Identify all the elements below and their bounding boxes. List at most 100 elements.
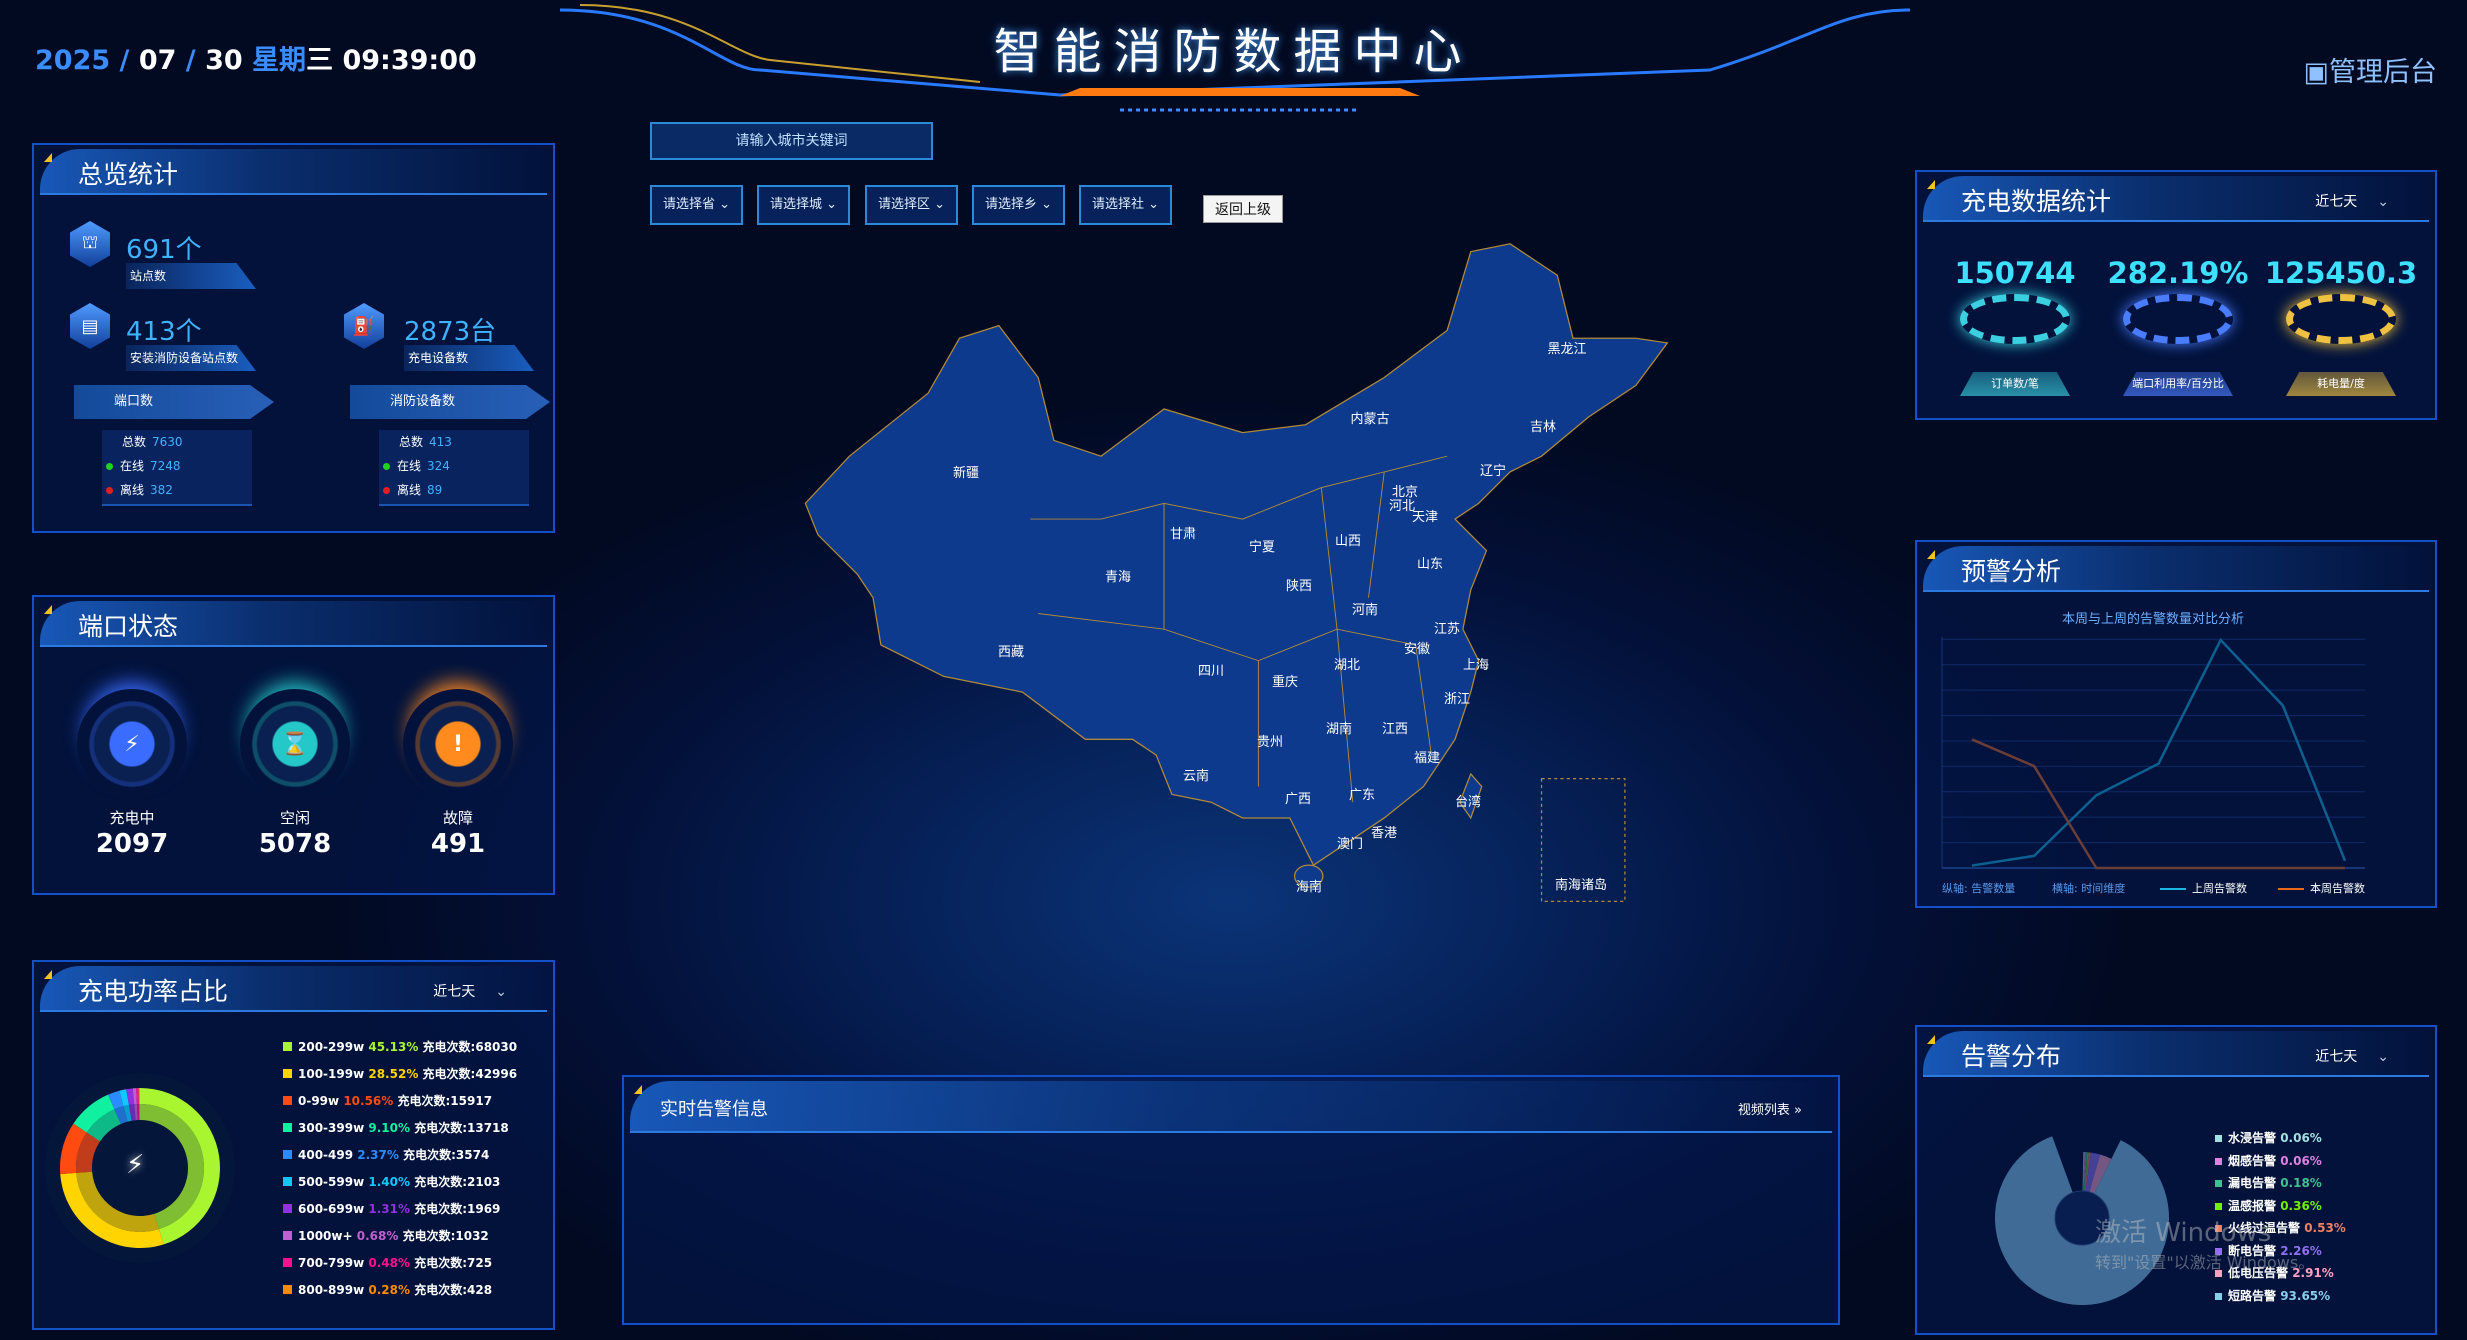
panel-title: 总览统计 — [78, 160, 179, 189]
province-label[interactable]: 湖南 — [1326, 721, 1352, 737]
port-status-value: 5078 — [258, 829, 332, 859]
charger-icon: ⛽ — [344, 303, 384, 349]
legend-swatch — [283, 1285, 292, 1294]
province-label[interactable]: 四川 — [1198, 664, 1224, 679]
power-legend-item: 600-699w 1.31% 充电次数:1969 — [283, 1200, 500, 1217]
province-label[interactable]: 北京 — [1392, 485, 1418, 500]
province-label[interactable]: 海南 — [1296, 879, 1322, 895]
devices-stats: 总数 413 在线 324 离线 89 — [379, 430, 529, 506]
province-label[interactable]: 青海 — [1105, 570, 1131, 585]
province-label[interactable]: 江苏 — [1434, 621, 1460, 637]
chevron-down-icon: ⌄ — [2377, 1049, 2389, 1065]
alarm-range-select[interactable]: 近七天 ⌄ — [2315, 1049, 2389, 1065]
legend-swatch — [2278, 888, 2304, 890]
province-label[interactable]: 辽宁 — [1480, 463, 1506, 479]
province-label[interactable]: 台湾 — [1455, 794, 1481, 810]
map-taiwan — [1459, 772, 1483, 820]
province-label[interactable]: 香港 — [1371, 826, 1397, 841]
province-label[interactable]: 河北 — [1389, 499, 1415, 514]
legend-swatch — [283, 1177, 292, 1186]
charge-stat-label: 订单数/笔 — [1960, 372, 2070, 396]
power-range-select[interactable]: 近七天 ⌄ — [433, 984, 507, 1000]
province-label[interactable]: 内蒙古 — [1350, 411, 1389, 427]
province-label[interactable]: 陕西 — [1286, 579, 1312, 594]
power-legend-item: 1000w+ 0.68% 充电次数:1032 — [283, 1227, 489, 1244]
monitor-icon: ▣ — [2303, 57, 2329, 88]
community-select[interactable]: 请选择社 ⌄ — [1079, 185, 1172, 225]
legend-swatch — [2215, 1247, 2222, 1255]
legend-swatch — [283, 1150, 292, 1159]
power-legend-item: 200-299w 45.13% 充电次数:68030 — [283, 1038, 517, 1055]
power-legend-item: 500-599w 1.40% 充电次数:2103 — [283, 1173, 500, 1190]
power-ratio-panel: 充电功率占比 近七天 ⌄ — [32, 960, 555, 1330]
video-list-link[interactable]: 视频列表 » — [1737, 1103, 1802, 1118]
devices-tag: 消防设备数 — [350, 385, 550, 419]
panel-title: 充电数据统计 — [1961, 187, 2112, 216]
exclamation-icon: ! — [452, 731, 464, 757]
datetime: 2025 / 07 / 30 星期三 09:39:00 — [35, 45, 477, 76]
power-legend-item: 0-99w 10.56% 充电次数:15917 — [283, 1092, 492, 1109]
province-label[interactable]: 贵州 — [1257, 735, 1283, 750]
alarm-legend-item: 火线过温告警 0.53% — [2215, 1219, 2346, 1236]
province-label[interactable]: 新疆 — [953, 465, 979, 481]
header-decoration — [560, 4, 1910, 112]
province-label[interactable]: 福建 — [1414, 751, 1440, 766]
province-label[interactable]: 吉林 — [1530, 420, 1556, 435]
legend-swatch — [2215, 1270, 2222, 1277]
province-label[interactable]: 甘肃 — [1170, 527, 1196, 542]
town-select[interactable]: 请选择乡 ⌄ — [972, 185, 1065, 225]
power-legend-item: 800-899w 0.28% 充电次数:428 — [283, 1281, 492, 1298]
province-label[interactable]: 山东 — [1417, 557, 1443, 572]
charge-stats-panel: 充电数据统计 近七天 ⌄ 150744 订单数/笔 282.19% 端口利用率/百分比 1… — [1915, 170, 2437, 420]
back-button[interactable]: 返回上级 — [1203, 195, 1283, 223]
legend-swatch — [2215, 1225, 2222, 1232]
province-label[interactable]: 湖北 — [1334, 658, 1360, 673]
province-label[interactable]: 云南 — [1183, 768, 1209, 784]
province-label[interactable]: 重庆 — [1272, 674, 1298, 690]
warning-analysis-panel: 预警分析 — [1915, 540, 2437, 908]
province-label[interactable]: 广东 — [1349, 788, 1375, 803]
province-label[interactable]: 天津 — [1412, 510, 1438, 525]
admin-link[interactable]: ▣管理后台 — [2303, 57, 2437, 88]
province-label[interactable]: 上海 — [1463, 658, 1489, 673]
line-chart-title: 本周与上周的告警数量对比分析 — [2061, 612, 2244, 627]
legend-swatch — [2215, 1202, 2222, 1210]
map-south-sea-inset — [1540, 778, 1626, 902]
power-legend-item: 100-199w 28.52% 充电次数:42996 — [283, 1065, 517, 1082]
province-label[interactable]: 安徽 — [1404, 642, 1430, 657]
district-select[interactable]: 请选择区 ⌄ — [865, 185, 958, 225]
province-label[interactable]: 江西 — [1382, 722, 1408, 737]
city-select[interactable]: 请选择城 ⌄ — [757, 185, 850, 225]
province-label[interactable]: 宁夏 — [1249, 539, 1275, 555]
province-label[interactable]: 澳门 — [1337, 836, 1363, 852]
port-status-value: 2097 — [95, 829, 169, 859]
legend-swatch — [283, 1258, 292, 1267]
province-label[interactable]: 浙江 — [1444, 692, 1470, 707]
alarm-legend-item: 断电告警 2.26% — [2215, 1242, 2322, 1259]
lightning-icon: ⚡ — [124, 731, 140, 757]
province-label[interactable]: 西藏 — [998, 645, 1024, 660]
port-status-panel: 端口状态 ⚡ 充电中 2097 ⌛ 空闲 5078! 故障 491 — [32, 595, 555, 895]
province-label[interactable]: 广西 — [1285, 792, 1311, 807]
legend-swatch — [283, 1123, 292, 1132]
province-select[interactable]: 请选择省 ⌄ — [650, 185, 743, 225]
legend-swatch — [283, 1096, 292, 1105]
legend-swatch — [2160, 888, 2186, 890]
map-internal-borders — [1030, 455, 1448, 803]
hourglass-icon: ⌛ — [281, 731, 309, 757]
charge-range-select[interactable]: 近七天 ⌄ — [2315, 194, 2389, 210]
charge-stat-value: 150744 — [1954, 256, 2076, 290]
province-label[interactable]: 黑龙江 — [1547, 342, 1586, 357]
panel-title: 充电功率占比 — [78, 977, 229, 1006]
fire-device-site-icon: ▤ — [70, 303, 110, 349]
province-label[interactable]: 山西 — [1335, 534, 1361, 549]
province-label[interactable]: 河南 — [1352, 602, 1378, 618]
legend-swatch — [2215, 1157, 2222, 1165]
y-axis-label: 纵轴: 告警数量 — [1942, 882, 2016, 895]
alarm-distribution-panel: 告警分布 近七天 ⌄ — [1915, 1025, 2437, 1335]
city-search-input[interactable]: 请输入城市关键词 — [650, 122, 933, 160]
panel-title: 端口状态 — [78, 612, 179, 641]
charge-stat-value: 282.19% — [2107, 256, 2249, 290]
port-orb: ⌛ — [240, 689, 350, 799]
